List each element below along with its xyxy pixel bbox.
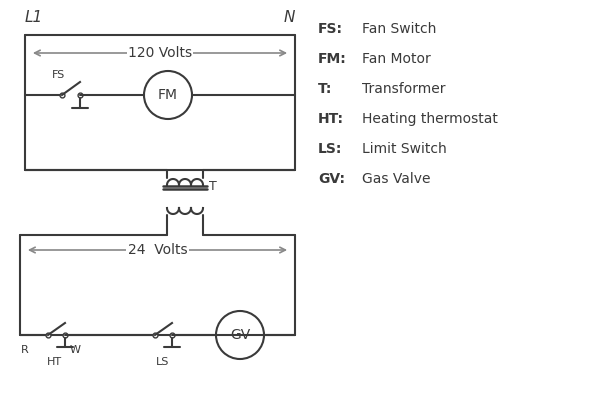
- Text: GV: GV: [230, 328, 250, 342]
- Text: Transformer: Transformer: [362, 82, 445, 96]
- Text: T: T: [209, 180, 217, 194]
- Text: HT:: HT:: [318, 112, 344, 126]
- Text: Fan Motor: Fan Motor: [362, 52, 431, 66]
- Text: 24  Volts: 24 Volts: [127, 243, 187, 257]
- Text: R: R: [21, 345, 29, 355]
- Text: 120 Volts: 120 Volts: [128, 46, 192, 60]
- Text: Gas Valve: Gas Valve: [362, 172, 431, 186]
- Text: FM:: FM:: [318, 52, 347, 66]
- Text: Fan Switch: Fan Switch: [362, 22, 437, 36]
- Text: Limit Switch: Limit Switch: [362, 142, 447, 156]
- Text: FM: FM: [158, 88, 178, 102]
- Text: N: N: [284, 10, 295, 25]
- Text: L1: L1: [25, 10, 43, 25]
- Text: FS:: FS:: [318, 22, 343, 36]
- Text: LS: LS: [156, 357, 170, 367]
- Text: LS:: LS:: [318, 142, 342, 156]
- Text: T:: T:: [318, 82, 332, 96]
- Text: W: W: [70, 345, 81, 355]
- Text: HT: HT: [47, 357, 61, 367]
- Text: GV:: GV:: [318, 172, 345, 186]
- Text: Heating thermostat: Heating thermostat: [362, 112, 498, 126]
- Text: FS: FS: [52, 70, 65, 80]
